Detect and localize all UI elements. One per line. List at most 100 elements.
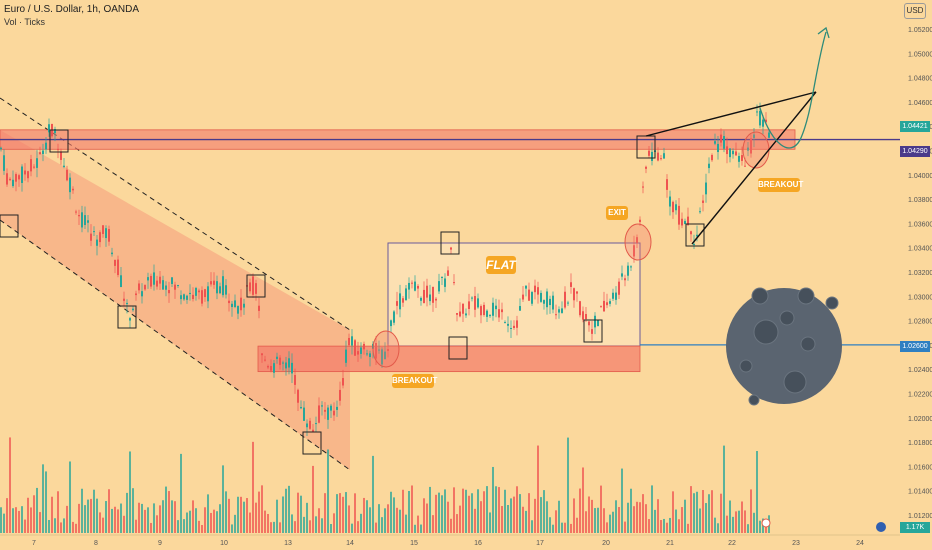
volume-indicator-label[interactable]: Vol · Ticks [4, 17, 46, 27]
candle-body [501, 309, 503, 313]
candle-body [219, 286, 221, 294]
volume-bar [714, 517, 716, 533]
candle-body [486, 310, 488, 317]
volume-bar [9, 437, 11, 533]
volume-bar [87, 499, 89, 533]
candle-body [177, 284, 179, 286]
candle-body [183, 294, 185, 300]
volume-bar [444, 489, 446, 533]
volume-bar [750, 489, 752, 533]
currency-button[interactable]: USD [904, 3, 926, 19]
volume-tag: 1.17K [900, 522, 930, 533]
volume-bar [183, 519, 185, 533]
descending-channel [0, 130, 350, 470]
candle-body [330, 405, 332, 411]
price-tick-label: 1.03600 [908, 221, 932, 228]
volume-bar [675, 509, 677, 533]
candle-body [78, 215, 80, 217]
candle-body [189, 292, 191, 295]
candle-body [378, 349, 380, 351]
candle-body [492, 302, 494, 316]
volume-bar [105, 501, 107, 533]
candle-body [435, 298, 437, 301]
candle-body [36, 158, 38, 168]
candle-body [90, 233, 92, 241]
date-tick-label: 15 [410, 540, 418, 547]
volume-bar [498, 487, 500, 533]
candle-body [234, 300, 236, 308]
candle-body [597, 319, 599, 327]
highlight-box [49, 129, 69, 153]
symbol-title[interactable]: Euro / U.S. Dollar, 1h, OANDA [4, 4, 140, 15]
candle-body [171, 277, 173, 285]
volume-bar [567, 437, 569, 533]
volume-bar [159, 505, 161, 533]
candle-body [63, 165, 65, 167]
candle-body [357, 351, 359, 355]
volume-bar [399, 509, 401, 533]
volume-bar [612, 511, 614, 533]
volume-bar [195, 508, 197, 533]
highlight-box [302, 431, 322, 455]
volume-bar [75, 523, 77, 533]
volume-bar [393, 497, 395, 533]
volume-bar [639, 502, 641, 533]
volume-bar [102, 517, 104, 533]
candle-body [441, 276, 443, 278]
volume-bar [267, 513, 269, 533]
volume-bar [282, 496, 284, 533]
volume-bar [705, 503, 707, 533]
candle-body [111, 252, 113, 255]
candle-body [753, 134, 755, 138]
volume-bar [690, 486, 692, 533]
volume-bar [132, 488, 134, 533]
candle-body [540, 292, 542, 302]
candle-body [384, 351, 386, 360]
volume-bar [552, 524, 554, 533]
candle-body [531, 292, 533, 304]
support-price-tag: 1.02600 [900, 341, 930, 352]
volume-bar [642, 494, 644, 533]
volume-bar [660, 520, 662, 533]
volume-bar [657, 499, 659, 533]
candle-body [579, 301, 581, 316]
candle-body [456, 313, 458, 315]
volume-bar [39, 512, 41, 533]
volume-bar [405, 514, 407, 533]
exit-circle [624, 223, 652, 261]
volume-bar [177, 520, 179, 533]
volume-bar [681, 507, 683, 533]
candle-body [312, 429, 314, 433]
candle-body [366, 353, 368, 355]
candle-body [318, 405, 320, 423]
volume-bar [474, 508, 476, 533]
volume-bar [588, 496, 590, 533]
candle-body [87, 220, 89, 223]
triangle-upper-line [645, 91, 817, 137]
volume-bar [84, 505, 86, 533]
volume-bar [246, 498, 248, 533]
candle-body [309, 420, 311, 429]
volume-bar [429, 486, 431, 533]
volume-bar [618, 507, 620, 533]
volume-bar [402, 489, 404, 533]
breakout-label-1: BREAKOUT [392, 374, 437, 388]
candle-body [267, 365, 269, 368]
candle-body [264, 359, 266, 361]
candle-body [723, 136, 725, 149]
volume-bar [66, 505, 68, 533]
volume-bar [723, 445, 725, 533]
candle-body [396, 301, 398, 306]
volume-bar [654, 509, 656, 533]
volume-bar [186, 512, 188, 533]
volume-bar [306, 502, 308, 533]
volume-bar [708, 494, 710, 533]
candle-body [216, 281, 218, 294]
candle-body [27, 171, 29, 179]
volume-bar [477, 489, 479, 533]
candle-body [426, 285, 428, 298]
volume-bar [171, 500, 173, 533]
candle-body [138, 283, 140, 291]
